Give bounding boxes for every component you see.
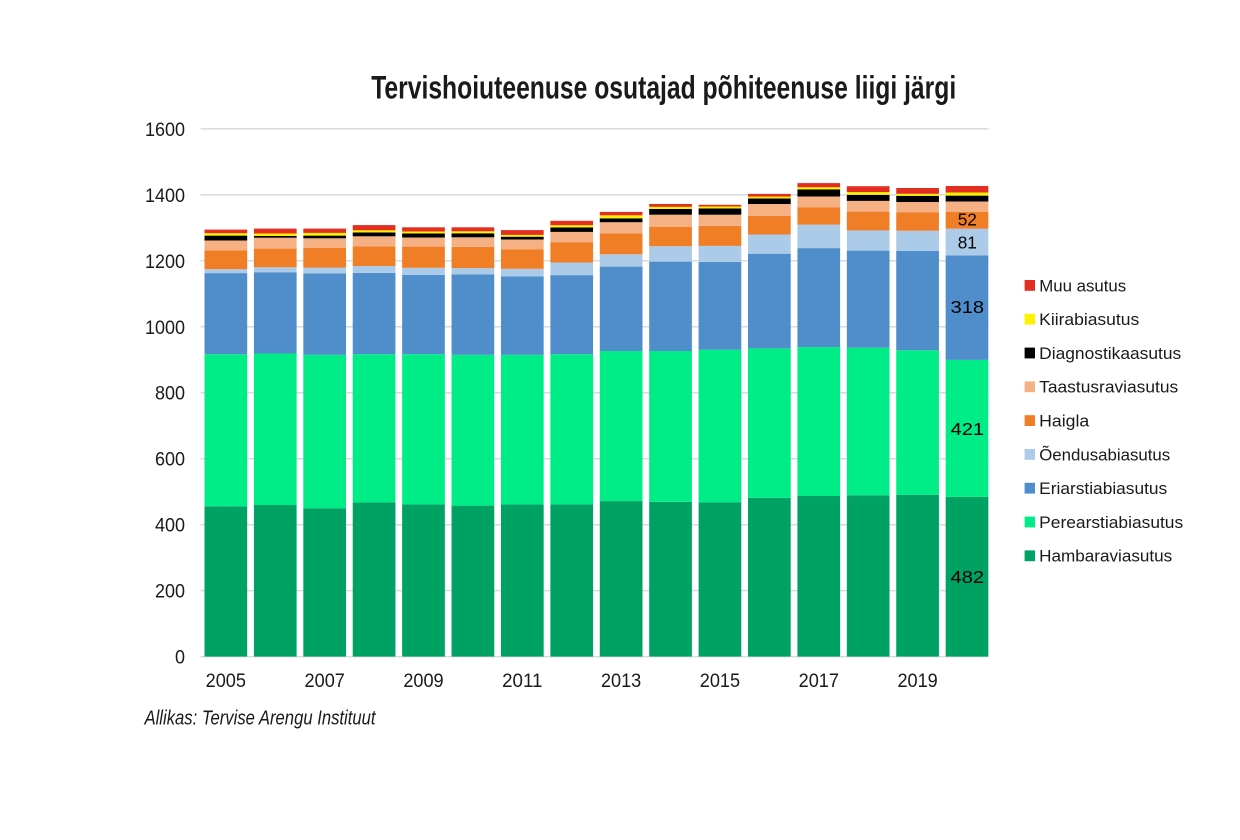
svg-text:Kiirabiasutus: Kiirabiasutus: [1039, 310, 1139, 329]
svg-text:400: 400: [155, 515, 185, 537]
svg-text:Õendusabiasutus: Õendusabiasutus: [1039, 444, 1170, 464]
svg-text:Eriarstiabiasutus: Eriarstiabiasutus: [1039, 479, 1167, 498]
svg-text:2007: 2007: [305, 671, 345, 692]
svg-text:0: 0: [175, 647, 185, 669]
svg-text:2013: 2013: [601, 671, 641, 692]
svg-text:81: 81: [958, 233, 977, 253]
svg-text:Allikas: Tervise Arengu Instit: Allikas: Tervise Arengu Instituut: [143, 706, 377, 729]
svg-text:1600: 1600: [145, 119, 185, 141]
svg-text:800: 800: [155, 383, 185, 405]
svg-text:2019: 2019: [897, 671, 937, 692]
svg-text:Perearstiabiasutus: Perearstiabiasutus: [1039, 513, 1183, 532]
svg-text:Diagnostikaasutus: Diagnostikaasutus: [1039, 344, 1181, 363]
svg-text:Haigla: Haigla: [1039, 412, 1090, 431]
svg-text:Taastusraviasutus: Taastusraviasutus: [1039, 378, 1178, 397]
svg-text:482: 482: [951, 567, 985, 587]
svg-text:600: 600: [155, 449, 185, 471]
svg-text:1400: 1400: [145, 185, 185, 207]
svg-text:318: 318: [951, 297, 985, 317]
svg-text:2005: 2005: [206, 671, 246, 692]
svg-text:1000: 1000: [145, 317, 185, 339]
svg-text:52: 52: [958, 210, 977, 230]
svg-text:2017: 2017: [799, 671, 839, 692]
svg-text:2011: 2011: [502, 671, 542, 692]
svg-text:1200: 1200: [145, 251, 185, 273]
svg-text:Muu asutus: Muu asutus: [1039, 276, 1126, 295]
svg-text:Tervishoiuteenuse osutajad põh: Tervishoiuteenuse osutajad põhiteenuse l…: [371, 70, 956, 106]
svg-text:2015: 2015: [700, 671, 740, 692]
svg-text:Hambaraviasutus: Hambaraviasutus: [1039, 547, 1172, 566]
svg-text:421: 421: [951, 419, 985, 439]
svg-text:2009: 2009: [403, 671, 443, 692]
svg-text:200: 200: [155, 581, 185, 603]
